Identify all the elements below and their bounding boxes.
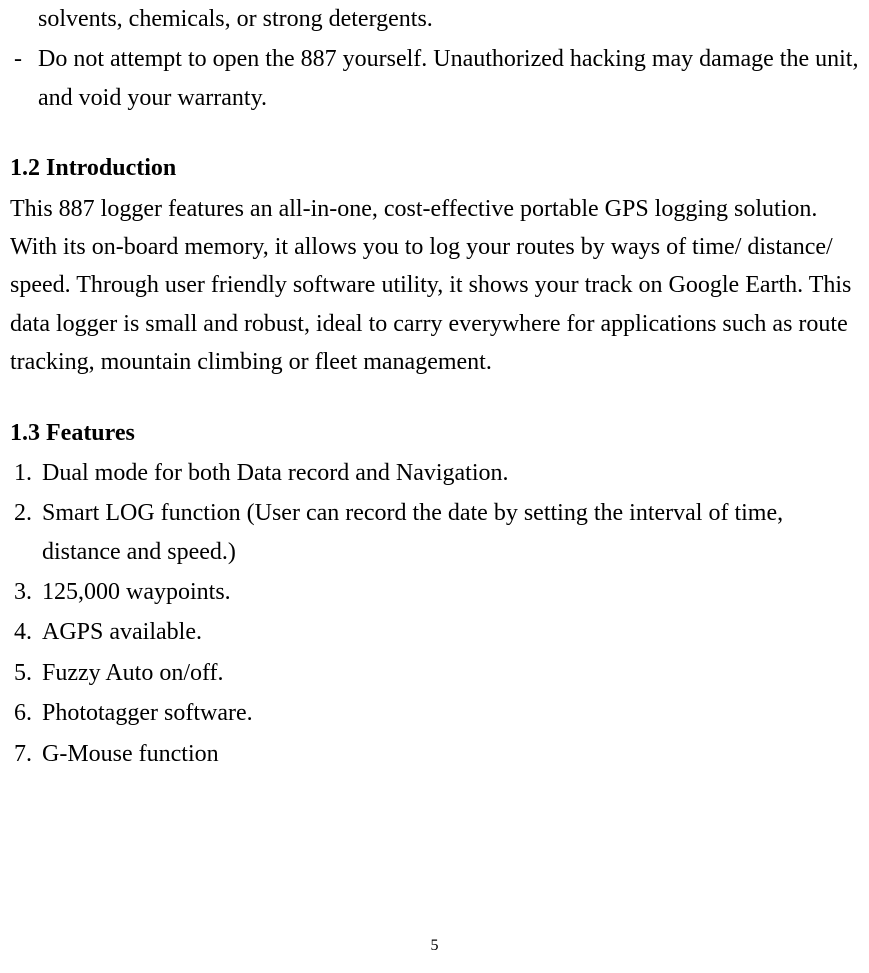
- page-number: 5: [0, 933, 869, 959]
- feature-item: 5. Fuzzy Auto on/off.: [10, 654, 859, 692]
- feature-text: 125,000 waypoints.: [42, 573, 859, 611]
- feature-item: 7. G-Mouse function: [10, 735, 859, 773]
- feature-num: 1.: [10, 454, 42, 492]
- feature-item: 4. AGPS available.: [10, 613, 859, 651]
- features-heading: 1.3 Features: [10, 414, 859, 452]
- feature-item: 3. 125,000 waypoints.: [10, 573, 859, 611]
- dash-marker: -: [10, 40, 38, 78]
- feature-text: G-Mouse function: [42, 735, 859, 773]
- features-list: 1. Dual mode for both Data record and Na…: [10, 454, 859, 773]
- feature-text: Smart LOG function (User can record the …: [42, 494, 859, 571]
- feature-text: Fuzzy Auto on/off.: [42, 654, 859, 692]
- fragment-line: solvents, chemicals, or strong detergent…: [10, 0, 859, 38]
- feature-text: Dual mode for both Data record and Navig…: [42, 454, 859, 492]
- fragment-text: solvents, chemicals, or strong detergent…: [38, 0, 859, 38]
- feature-text: Phototagger software.: [42, 694, 859, 732]
- feature-num: 5.: [10, 654, 42, 692]
- page-content: solvents, chemicals, or strong detergent…: [10, 0, 859, 773]
- feature-text: AGPS available.: [42, 613, 859, 651]
- bullet-item: - Do not attempt to open the 887 yoursel…: [10, 40, 859, 117]
- feature-num: 4.: [10, 613, 42, 651]
- feature-item: 2. Smart LOG function (User can record t…: [10, 494, 859, 571]
- top-fragment-list: solvents, chemicals, or strong detergent…: [10, 0, 859, 117]
- feature-item: 6. Phototagger software.: [10, 694, 859, 732]
- feature-num: 2.: [10, 494, 42, 532]
- feature-num: 3.: [10, 573, 42, 611]
- feature-item: 1. Dual mode for both Data record and Na…: [10, 454, 859, 492]
- feature-num: 7.: [10, 735, 42, 773]
- intro-body: This 887 logger features an all-in-one, …: [10, 190, 859, 382]
- bullet-text: Do not attempt to open the 887 yourself.…: [38, 40, 859, 117]
- feature-num: 6.: [10, 694, 42, 732]
- intro-heading: 1.2 Introduction: [10, 149, 859, 187]
